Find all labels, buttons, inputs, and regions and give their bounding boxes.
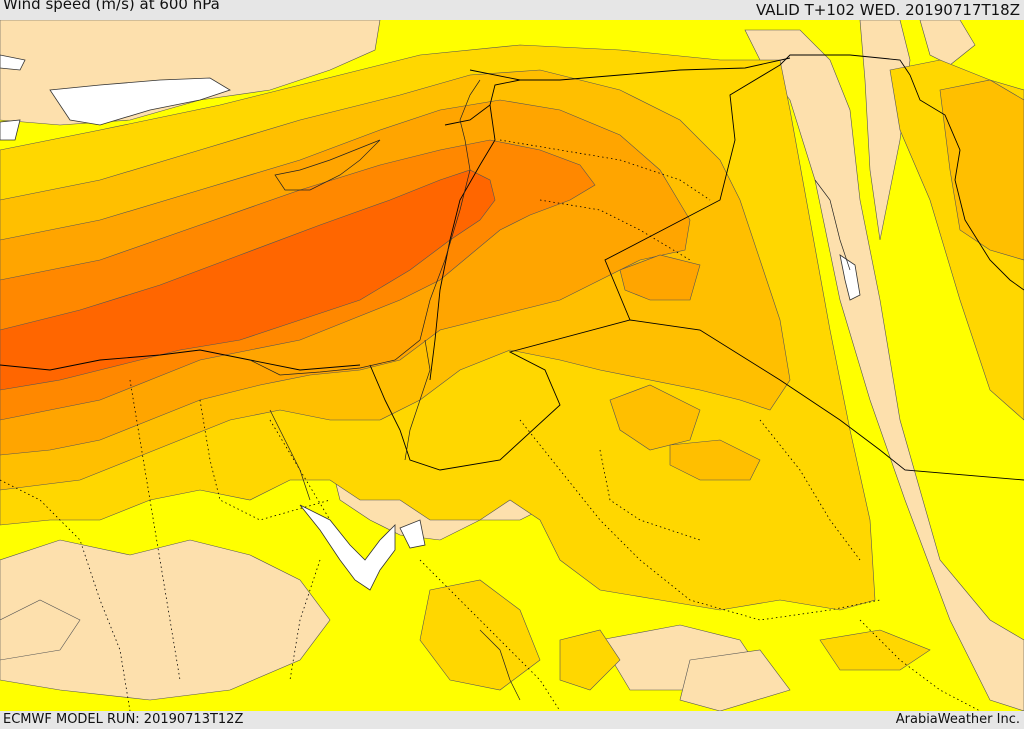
model-run: ECMWF MODEL RUN: 20190713T12Z xyxy=(3,712,244,727)
wind-speed-map xyxy=(0,20,1024,711)
band-30-35 xyxy=(0,169,496,391)
map-title: Wind speed (m/s) at 600 hPa xyxy=(3,0,220,13)
white-areas xyxy=(0,54,861,591)
credit: ArabiaWeather Inc. xyxy=(895,712,1020,727)
coastlines xyxy=(249,79,851,701)
header-bar: Wind speed (m/s) at 600 hPa VALID T+102 … xyxy=(0,0,1024,20)
valid-time: VALID T+102 WED. 20190717T18Z xyxy=(755,1,1020,19)
footer-bar: ECMWF MODEL RUN: 20190713T12Z ArabiaWeat… xyxy=(0,711,1024,729)
admin-boundaries xyxy=(0,139,981,711)
